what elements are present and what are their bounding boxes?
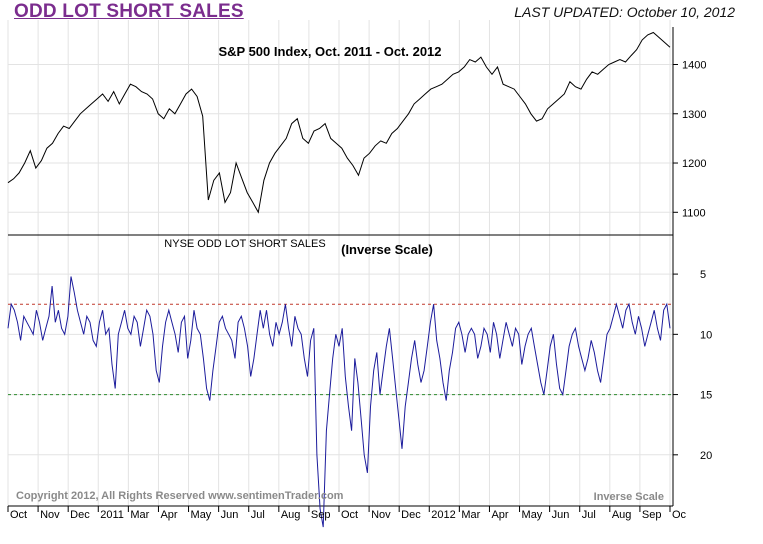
sp500-y-tick-label: 1100 — [682, 207, 706, 219]
grid-lines — [7, 20, 673, 506]
copyright-text: Copyright 2012, All Rights Reserved www.… — [16, 490, 344, 502]
odd-lot-y-tick-label: 20 — [700, 450, 712, 462]
x-tick-label: Jul — [251, 509, 265, 521]
x-tick-label: May — [191, 509, 212, 521]
x-tick-label: Aug — [612, 509, 632, 521]
x-tick-label: Sep — [642, 509, 662, 521]
x-tick-label: Jun — [552, 509, 570, 521]
x-tick-label: Apr — [491, 509, 508, 521]
odd-lot-y-tick-label: 15 — [700, 390, 712, 402]
odd-lot-line — [7, 276, 671, 528]
x-tick-label: Dec — [401, 509, 421, 521]
x-tick-label: Sep — [311, 509, 331, 521]
sp500-line — [7, 31, 671, 214]
sp500-y-tick-label: 1200 — [682, 158, 706, 170]
x-tick-label: Oc — [672, 509, 687, 521]
inverse-scale-note: Inverse Scale — [594, 491, 664, 503]
last-updated: LAST UPDATED: October 10, 2012 — [514, 4, 735, 20]
odd-lot-reference-lines — [8, 303, 673, 396]
page-title: ODD LOT SHORT SALES — [14, 1, 244, 22]
sp500-series — [7, 31, 671, 214]
x-tick-label: 2012 — [431, 509, 455, 521]
sp500-title: S&P 500 Index, Oct. 2011 - Oct. 2012 — [218, 44, 441, 59]
x-tick-label: 2011 — [100, 509, 124, 521]
x-tick-label: Jun — [221, 509, 239, 521]
x-tick-label: Mar — [461, 509, 480, 521]
odd-lot-subtitle: (Inverse Scale) — [341, 242, 433, 257]
sp500-y-tick-label: 1400 — [682, 59, 706, 71]
x-axis-labels: Oct Nov Dec 2011 Mar Apr May Jun Jul Aug Sep Oct Nov… — [7, 506, 687, 521]
odd-lot-y-ticks: 5 10 15 20 — [673, 269, 712, 462]
x-tick-label: Oct — [341, 509, 358, 521]
x-tick-label: Nov — [40, 509, 60, 521]
x-tick-label: Oct — [10, 509, 27, 521]
odd-lot-y-tick-label: 5 — [700, 269, 706, 281]
x-tick-label: Jul — [582, 509, 596, 521]
sp500-y-ticks: 1100 1200 1300 1400 — [673, 59, 706, 219]
odd-lot-title: NYSE ODD LOT SHORT SALES — [164, 238, 325, 250]
chart-frame — [8, 27, 674, 507]
x-tick-label: Aug — [281, 509, 301, 521]
sp500-y-tick-label: 1300 — [682, 109, 706, 121]
x-tick-label: Nov — [371, 509, 391, 521]
x-tick-label: Dec — [70, 509, 90, 521]
odd-lot-series — [7, 276, 671, 528]
odd-lot-y-tick-label: 10 — [700, 329, 712, 341]
x-tick-label: Apr — [160, 509, 177, 521]
x-tick-label: Mar — [130, 509, 149, 521]
x-tick-label: May — [522, 509, 543, 521]
